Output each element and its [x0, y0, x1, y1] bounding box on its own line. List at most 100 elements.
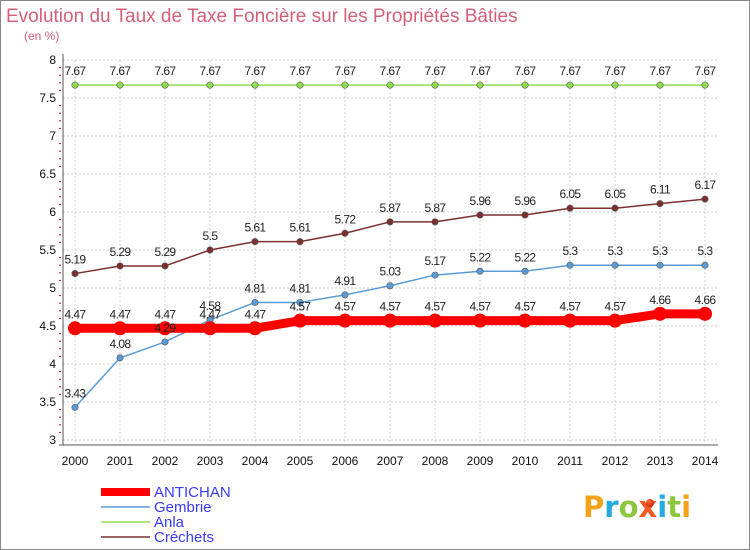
data-point — [566, 261, 574, 269]
y-tick-label: 4.5 — [39, 319, 56, 333]
data-label: 4.47 — [110, 307, 132, 321]
data-label: 4.66 — [650, 293, 672, 307]
data-point — [473, 313, 487, 328]
data-point — [251, 238, 259, 246]
data-point — [428, 313, 442, 328]
x-tick-label: 2000 — [62, 454, 89, 468]
data-label: 5.22 — [470, 250, 492, 264]
x-tick-label: 2004 — [242, 454, 269, 468]
data-label: 4.57 — [380, 300, 402, 314]
x-tick-label: 2002 — [152, 454, 179, 468]
data-label: 5.22 — [515, 250, 537, 264]
data-label: 4.57 — [560, 300, 582, 314]
data-label: 4.08 — [110, 337, 132, 351]
data-label: 4.81 — [245, 281, 267, 295]
legend-label: Créchets — [154, 529, 214, 546]
data-label: 7.67 — [155, 64, 177, 78]
data-point — [341, 291, 349, 299]
data-point — [698, 306, 712, 321]
data-label: 5.5 — [203, 229, 219, 243]
data-label: 4.57 — [335, 300, 357, 314]
data-point — [251, 298, 259, 306]
data-label: 4.47 — [155, 307, 177, 321]
data-label: 7.67 — [200, 64, 222, 78]
data-label: 5.3 — [563, 244, 579, 258]
data-label: 5.3 — [698, 244, 714, 258]
data-label: 7.67 — [110, 64, 132, 78]
data-point — [611, 81, 619, 89]
data-point — [161, 81, 169, 89]
data-label: 7.67 — [425, 64, 447, 78]
data-point — [521, 211, 529, 219]
chart-title: Evolution du Taux de Taxe Foncière sur l… — [6, 6, 518, 27]
data-point — [68, 321, 82, 336]
series — [68, 81, 712, 411]
data-label: 7.67 — [650, 64, 672, 78]
data-point — [656, 200, 664, 208]
data-point — [476, 81, 484, 89]
data-label: 7.67 — [380, 64, 402, 78]
data-label: 5.19 — [65, 253, 87, 267]
data-point — [203, 321, 217, 336]
y-tick-label: 4 — [49, 357, 56, 371]
data-label: 4.66 — [695, 293, 717, 307]
data-point — [71, 81, 79, 89]
data-point — [341, 229, 349, 237]
data-point — [158, 321, 172, 336]
y-tick-label: 5 — [49, 281, 56, 295]
data-point — [71, 270, 79, 278]
data-point — [71, 403, 79, 411]
y-tick-label: 3 — [49, 433, 56, 447]
data-point — [386, 218, 394, 226]
x-tick-label: 2014 — [692, 454, 719, 468]
x-tick-label: 2006 — [332, 454, 359, 468]
data-label: 7.67 — [515, 64, 537, 78]
data-label: 3.43 — [65, 386, 87, 400]
data-point — [383, 313, 397, 328]
data-label: 7.67 — [290, 64, 312, 78]
data-label: 5.72 — [335, 212, 357, 226]
data-label: 4.81 — [290, 281, 312, 295]
y-unit-label: (en %) — [24, 29, 59, 43]
data-point — [431, 218, 439, 226]
data-label: 5.3 — [653, 244, 669, 258]
data-label: 7.67 — [65, 64, 87, 78]
data-label: 7.67 — [695, 64, 717, 78]
data-label: 6.11 — [650, 183, 671, 197]
data-point — [476, 211, 484, 219]
data-label: 5.29 — [155, 245, 177, 259]
data-point — [161, 262, 169, 270]
data-point — [116, 354, 124, 362]
data-label: 5.17 — [425, 254, 447, 268]
data-label: 4.57 — [515, 300, 537, 314]
proxiti-logo: Proxiti — [583, 490, 691, 524]
data-point — [563, 313, 577, 328]
legend-label: ANTICHAN — [154, 484, 231, 501]
data-label: 4.47 — [65, 307, 87, 321]
data-point — [341, 81, 349, 89]
data-point — [251, 81, 259, 89]
data-label: 5.29 — [110, 245, 132, 259]
data-label: 5.3 — [608, 244, 624, 258]
logo-dot — [646, 499, 654, 507]
data-point — [566, 204, 574, 212]
data-point — [701, 261, 709, 269]
data-label: 4.29 — [155, 321, 177, 335]
data-point — [566, 81, 574, 89]
data-label: 4.91 — [335, 274, 357, 288]
data-point — [296, 81, 304, 89]
data-point — [431, 271, 439, 279]
data-label: 6.05 — [560, 187, 582, 201]
y-tick-label: 8 — [49, 53, 56, 67]
data-label: 7.67 — [560, 64, 582, 78]
data-label: 7.67 — [245, 64, 267, 78]
data-point — [113, 321, 127, 336]
data-label: 4.58 — [200, 299, 222, 313]
data-point — [386, 81, 394, 89]
data-point — [116, 81, 124, 89]
data-point — [611, 261, 619, 269]
legend-label: Anla — [154, 514, 185, 531]
